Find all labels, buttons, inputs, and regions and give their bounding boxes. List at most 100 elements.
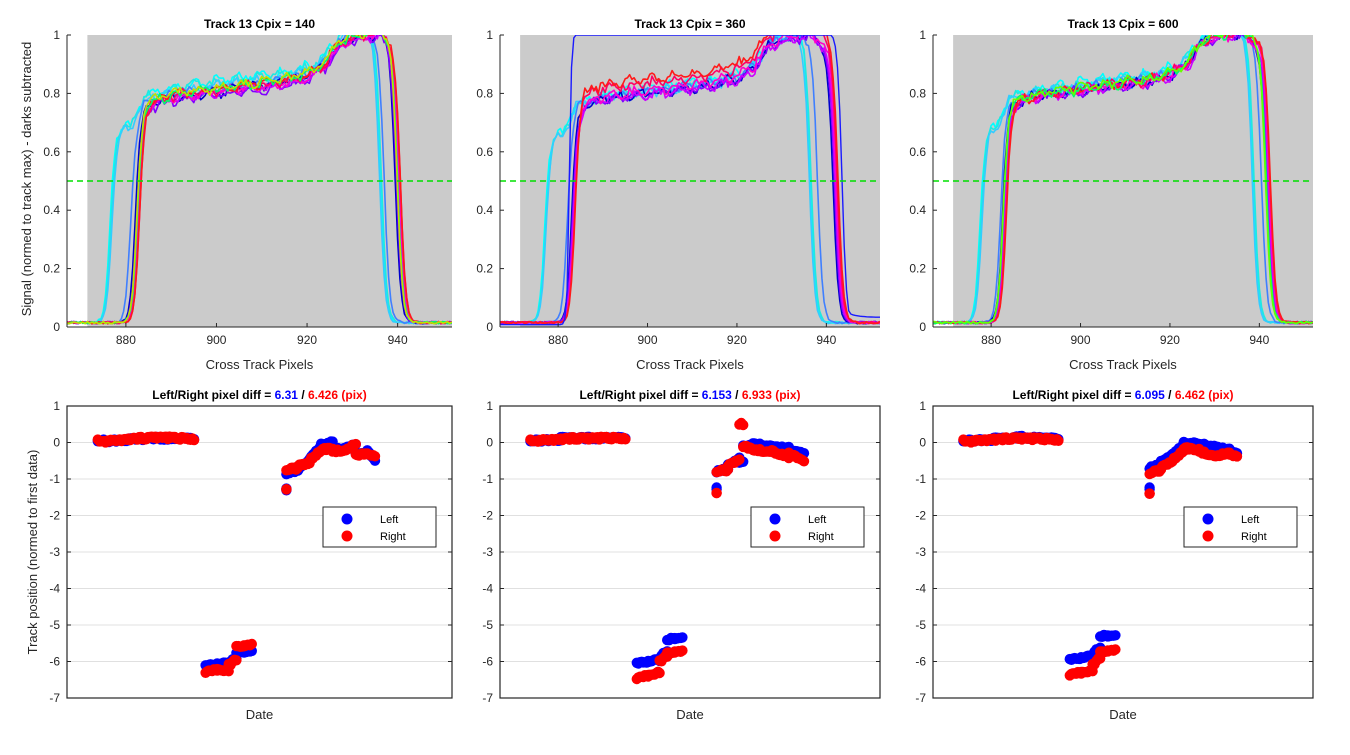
y-tick-label: -2	[49, 509, 60, 523]
profile-panel-3: 880 900 920 940 0 0.2 0.4 0.6 0.8 1 Track 13 Cpix …	[909, 17, 1313, 372]
y-tick-label: 0.2	[476, 262, 493, 276]
y-tick-label: 1	[919, 399, 926, 413]
y-tick-label: 0.4	[476, 203, 493, 217]
y-tick-label: -4	[915, 582, 926, 596]
title-prefix: Left/Right pixel diff =	[152, 388, 274, 402]
profile-series-2	[933, 35, 1313, 325]
x-tick-label: 940	[388, 333, 408, 347]
x-tick-label: 880	[116, 333, 136, 347]
y-tick-label: -4	[49, 582, 60, 596]
right-series-point	[281, 484, 292, 495]
x-tick-label: 920	[727, 333, 747, 347]
y-tick-label: 0.2	[43, 262, 60, 276]
y-tick-label: 0.6	[909, 145, 926, 159]
profile-series-2	[500, 35, 880, 325]
y-tick-label: 0.4	[909, 203, 926, 217]
y-tick-label: 1	[486, 399, 493, 413]
y-tick-label: -1	[915, 472, 926, 486]
x-axis-label: Cross Track Pixels	[1069, 357, 1177, 372]
profile-series-10	[933, 35, 1313, 325]
y-tick-label: -1	[49, 472, 60, 486]
y-tick-label: 1	[486, 28, 493, 42]
right-series-point	[711, 487, 722, 499]
y-tick-label: -7	[482, 691, 493, 705]
y-tick-label: -5	[915, 618, 926, 632]
x-axis-label: Cross Track Pixels	[206, 357, 314, 372]
legend-box	[322, 506, 437, 548]
right-series	[525, 417, 810, 685]
panel-title: Left/Right pixel diff = 6.153 / 6.933 (p…	[579, 388, 800, 402]
y-tick-label: -7	[49, 691, 60, 705]
profile-series-4	[500, 35, 880, 325]
left-diff-value: 6.31	[275, 388, 299, 402]
right-series-point	[620, 434, 631, 445]
position-panel-1: -7 -6 -5 -4 -3 -2 -1 0 1 Left/Right pixel diff = …	[49, 388, 453, 722]
right-diff-value: 6.462 (pix)	[1175, 388, 1234, 402]
left-series-point	[677, 632, 688, 643]
right-series-point	[231, 655, 242, 666]
right-series-point	[1110, 644, 1121, 655]
title-separator: /	[1165, 388, 1175, 402]
position-panel-2: -7 -6 -5 -4 -3 -2 -1 0 1 Left/Right pixel diff = …	[482, 388, 881, 722]
profile-panel-2: 880 900 920 940 0 0.2 0.4 0.6 0.8 1 Track 13 Cpix …	[476, 17, 880, 372]
right-series-point	[1231, 451, 1243, 462]
y-tick-label: 0	[53, 436, 60, 450]
bottom-y-axis-label: Track position (normed to first data)	[25, 450, 40, 655]
y-tick-label: 1	[53, 399, 60, 413]
profile-series-3	[933, 35, 1313, 325]
y-tick-label: 0	[486, 320, 493, 334]
right-series-point	[188, 434, 200, 446]
x-tick-label: 900	[638, 333, 658, 347]
right-series-point	[1144, 488, 1155, 499]
legend-left-marker	[1202, 513, 1214, 525]
y-tick-label: -6	[915, 655, 926, 669]
y-tick-label: 0.4	[43, 203, 60, 217]
legend-left-marker	[769, 513, 781, 525]
legend-left-label: Left	[380, 514, 398, 526]
profile-series-12	[67, 35, 452, 325]
left-diff-value: 6.153	[702, 388, 732, 402]
legend-right-label: Right	[380, 531, 406, 543]
y-tick-label: 0.8	[43, 86, 60, 100]
panel-title: Left/Right pixel diff = 6.31 / 6.426 (pi…	[152, 388, 366, 402]
y-tick-label: 1	[919, 28, 926, 42]
y-tick-label: -6	[482, 655, 493, 669]
y-tick-label: -5	[49, 618, 60, 632]
x-tick-label: 940	[816, 333, 836, 347]
right-series-point	[734, 454, 745, 465]
panel-title: Track 13 Cpix = 600	[1067, 17, 1178, 31]
right-series-point	[677, 645, 688, 656]
legend: Left Right	[322, 506, 437, 548]
y-tick-label: 0.6	[476, 145, 493, 159]
y-tick-label: 0.2	[909, 262, 926, 276]
right-series-point	[798, 456, 810, 467]
right-series	[92, 431, 381, 678]
y-tick-label: 0	[919, 436, 926, 450]
legend: Left Right	[750, 506, 865, 548]
y-tick-label: -6	[49, 655, 60, 669]
panel-title: Track 13 Cpix = 360	[634, 17, 745, 31]
profile-panel-1: 880 900 920 940 0 0.2 0.4 0.6 0.8 1 Track 13 Cpix …	[43, 17, 452, 372]
y-tick-label: -3	[49, 545, 60, 559]
x-tick-label: 920	[297, 333, 317, 347]
legend: Left Right	[1183, 506, 1298, 548]
right-diff-value: 6.933 (pix)	[742, 388, 801, 402]
x-axis-label: Cross Track Pixels	[636, 357, 744, 372]
y-tick-label: 0.8	[476, 86, 493, 100]
y-tick-label: -7	[915, 691, 926, 705]
left-diff-value: 6.095	[1135, 388, 1165, 402]
y-tick-label: -2	[915, 509, 926, 523]
x-tick-label: 880	[981, 333, 1001, 347]
profile-curves	[500, 35, 880, 326]
legend-right-marker	[769, 530, 781, 542]
y-tick-label: -3	[482, 545, 493, 559]
y-tick-label: 0	[53, 320, 60, 334]
x-tick-label: 880	[548, 333, 568, 347]
legend-right-label: Right	[1241, 531, 1267, 543]
saturated-series	[500, 35, 880, 326]
profile-series-12	[933, 35, 1313, 325]
x-tick-label: 900	[1071, 333, 1091, 347]
right-series-point	[1053, 435, 1064, 446]
x-axis-label: Date	[676, 707, 703, 722]
